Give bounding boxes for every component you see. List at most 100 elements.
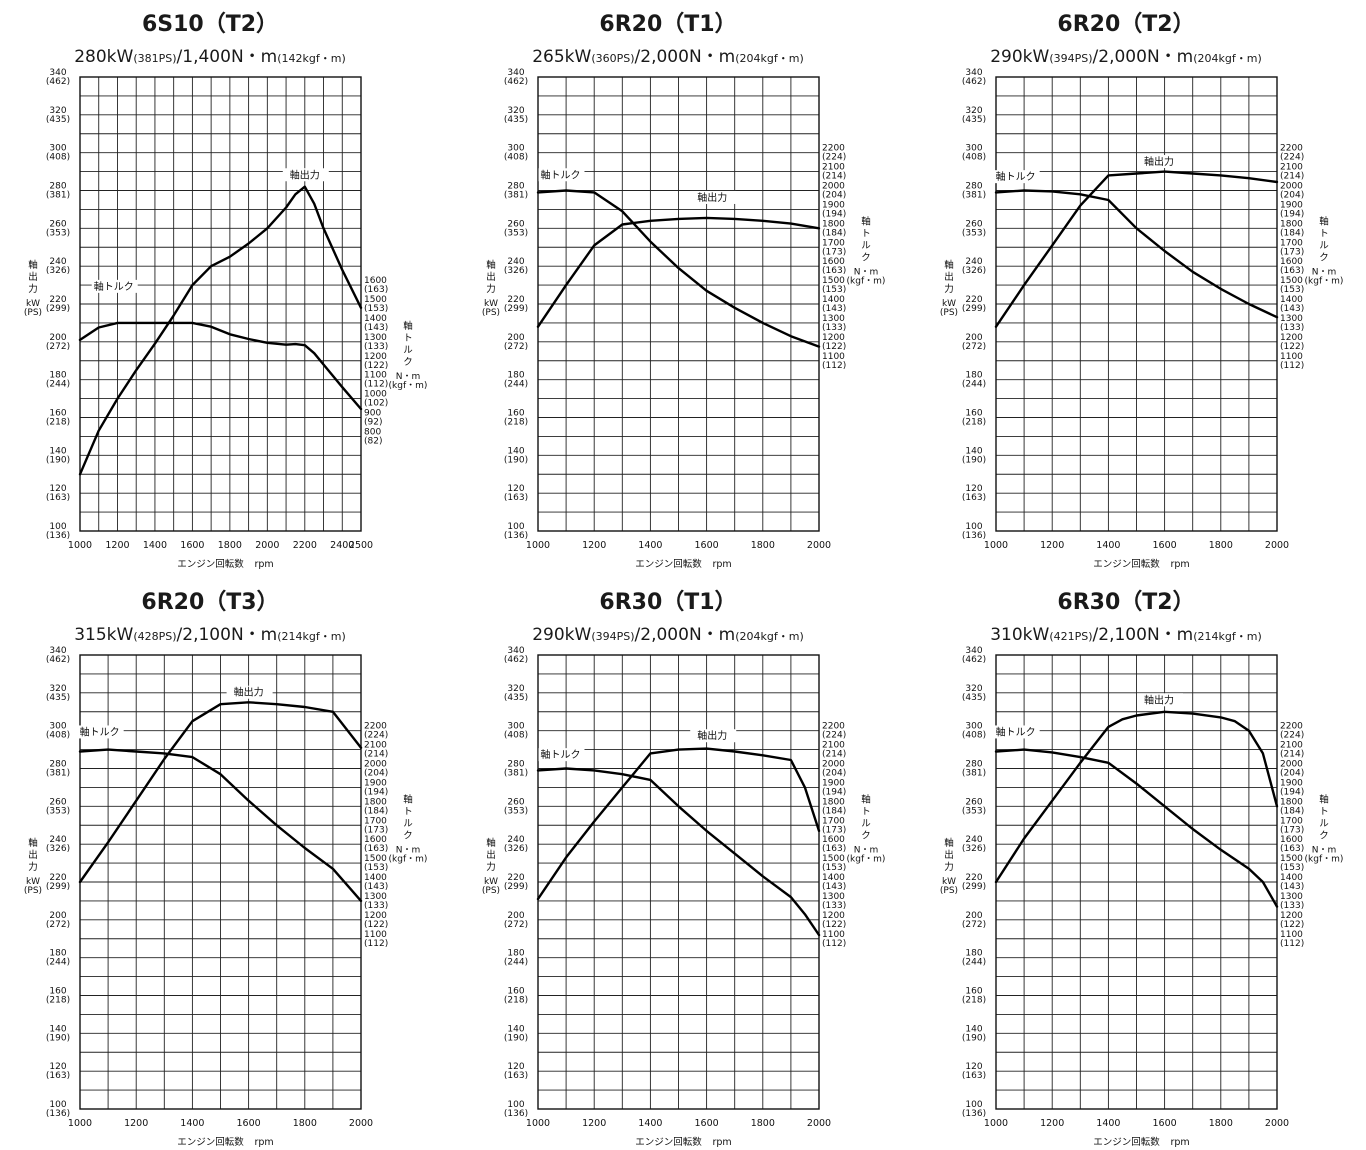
left-axis-label: 出 [944,849,954,861]
right-axis-label: ト [403,333,413,344]
y-tick-label: (381) [46,769,70,779]
right-axis-label: ク [403,357,413,368]
y-tick-label: 260 [507,219,524,229]
grid [79,654,362,1110]
y-tick-label: (353) [46,806,70,816]
y-tick-label: (244) [962,380,986,390]
right-axis-label: ク [1319,831,1329,842]
y2-tick-label: 1100 [822,352,845,362]
left-axis-unit: (PS) [482,308,500,318]
y2-tick-label: (143) [1280,304,1304,314]
y2-tick-label: 1000 [364,390,387,400]
y-tick-label: (190) [962,455,986,465]
torque-series-label: 軸トルク [540,748,580,761]
y-tick-label: 180 [49,949,66,959]
y-tick-label: (381) [504,769,528,779]
y-tick-label: 140 [507,446,524,456]
y2-tick-label: 1200 [364,911,387,921]
x-axis-label: エンジン回転数 [635,558,702,570]
right-axis-unit: N・m [396,372,421,382]
y-tick-label: 220 [507,873,524,883]
y2-tick-label: (214) [364,750,388,760]
y-tick-label: 320 [507,106,524,116]
y-tick-label: (408) [46,153,70,163]
y2-tick-label: (82) [364,436,382,446]
y2-tick-label: (133) [822,323,846,333]
y2-tick-label: (173) [364,825,388,835]
y-tick-label: (163) [504,1071,528,1081]
x-axis-label: エンジン回転数 [635,1136,702,1148]
y2-tick-label: 1900 [822,200,845,210]
y2-tick-label: (184) [822,806,846,816]
x-tick-label: 1200 [582,1118,606,1129]
y-tick-label: 240 [507,835,524,845]
right-axis-label: 軸 [403,320,413,332]
power-series-label: 軸出力 [234,686,264,699]
left-axis-unit: kW [484,877,498,887]
y2-tick-label: (122) [822,342,846,352]
power-series-label: 軸出力 [1144,693,1174,706]
spec-power-ps: (428PS) [133,630,177,643]
chart-svg: 340(462) 320(435) 300(408) 280(381) 260(353)… [940,646,1344,1148]
y-tick-label: 280 [507,760,524,770]
x-tick-label: 2000 [255,540,279,551]
y-tick-label: 240 [507,257,524,267]
y-tick-label: (190) [504,1033,528,1043]
y-tick-label: 160 [49,987,66,997]
y-tick-label: (299) [962,882,986,892]
grid [537,76,820,532]
label-backdrop [538,168,585,182]
x-tick-label: 1400 [638,540,662,551]
y-tick-label: (435) [46,693,70,703]
torque-series-label: 軸トルク [996,725,1036,738]
y-tick-label: 300 [965,144,982,154]
x-axis-label: エンジン回転数 [1093,1136,1160,1148]
left-axis-label: 出 [486,271,496,283]
x-tick-label: 1800 [1209,1118,1233,1129]
y-tick-label: (299) [504,882,528,892]
left-axis-label: 軸 [944,837,954,849]
y-tick-label: 200 [965,333,982,343]
y-tick-label: (272) [504,920,528,930]
spec-power-ps: (421PS) [1049,630,1093,643]
y2-tick-label: (214) [822,172,846,182]
right-axis-label: ト [1319,229,1329,240]
y-tick-label: 260 [507,797,524,807]
y2-tick-label: 1100 [822,930,845,940]
left-axis-label: 力 [944,861,954,873]
y-tick-label: 280 [507,182,524,192]
y-tick-label: 200 [965,911,982,921]
label-backdrop [91,279,138,293]
x-tick-label: 1000 [68,540,92,551]
y2-tick-label: (184) [364,806,388,816]
y-tick-label: (326) [962,844,986,854]
spec-power-ps: (394PS) [591,630,635,643]
y2-tick-label: (224) [822,153,846,163]
y2-tick-label: (194) [364,787,388,797]
y2-tick-label: (204) [1280,769,1304,779]
torque-curve [536,767,821,937]
x-tick-label: 1400 [638,1118,662,1129]
y-tick-label: 240 [965,835,982,845]
chart-spec: 315kW(428PS)/2,100N・m(214kgf・m) [0,620,420,645]
y-tick-label: (462) [962,77,986,87]
y-tick-label: 160 [49,409,66,419]
y-tick-label: (218) [504,418,528,428]
spec-power: 290kW [532,625,592,645]
y2-tick-label: 1700 [1280,816,1303,826]
y-tick-label: 120 [507,1062,524,1072]
torque-series-label: 軸トルク [94,280,134,293]
torque-series-label: 軸トルク [80,725,120,738]
chart-panel: 6R20（T3） 315kW(428PS)/2,100N・m(214kgf・m) 3… [0,578,455,1150]
right-axis-label: 軸 [1319,794,1329,806]
y2-tick-label: (163) [1280,844,1304,854]
y2-tick-label: 1200 [364,352,387,362]
y2-tick-label: 1300 [822,314,845,324]
y2-tick-label: (163) [1280,266,1304,276]
y-tick-label: (408) [962,731,986,741]
y2-tick-label: (153) [1280,863,1304,873]
y-tick-label: (381) [46,191,70,201]
y2-tick-label: 900 [364,409,381,419]
y-tick-label: 320 [965,106,982,116]
y-tick-label: (381) [962,191,986,201]
